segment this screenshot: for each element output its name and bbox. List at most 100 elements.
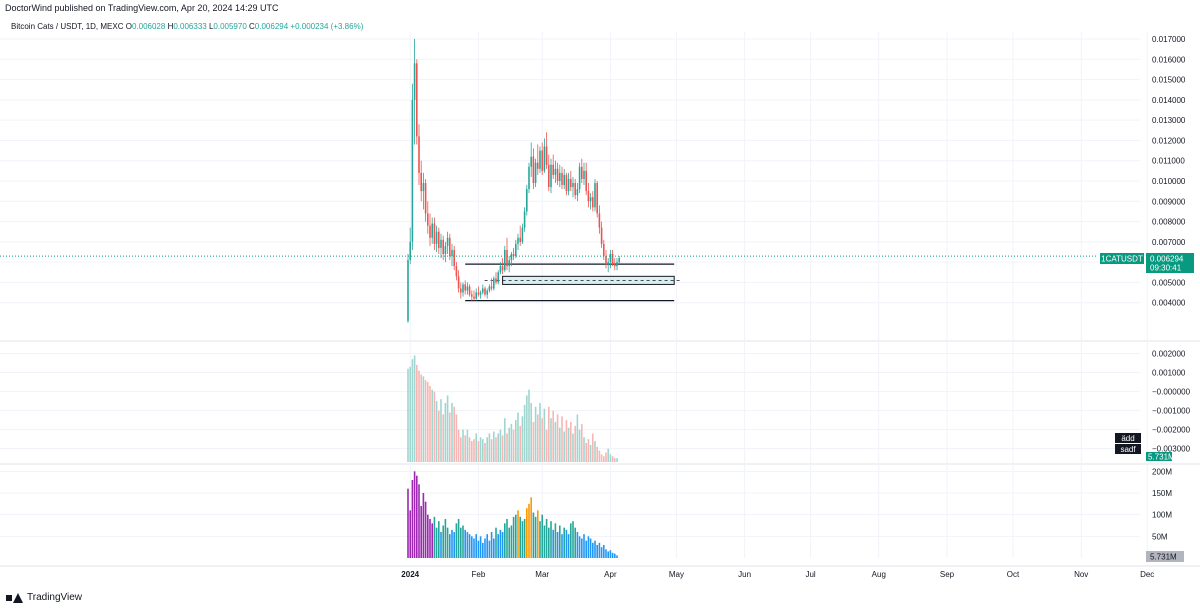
oscillator-bar: [583, 437, 585, 462]
date-tick-label: Mar: [535, 570, 549, 579]
footer-brand[interactable]: TradingView: [6, 592, 82, 603]
oscillator-bar: [490, 439, 493, 462]
volume-bar: [567, 534, 570, 558]
oscillator-bar: [596, 446, 598, 462]
date-tick-label: Oct: [1007, 570, 1020, 579]
candle-body: [589, 197, 592, 202]
volume-bar: [435, 527, 438, 558]
candle-body: [534, 162, 537, 184]
price-value-badge-text: 0.006294: [1150, 255, 1184, 264]
volume-bar: [512, 516, 515, 558]
volume-bar: [475, 534, 477, 558]
oscillator-bar: [576, 414, 579, 462]
symbol-badge-text: 1CATUSDT: [1101, 255, 1143, 264]
candle-body: [578, 166, 581, 190]
volume-bar: [594, 540, 596, 558]
oscillator-bar: [515, 420, 517, 462]
candle-body: [519, 237, 521, 242]
oscillator-bar: [484, 442, 486, 462]
candle-body: [460, 288, 462, 293]
candle-body: [567, 178, 570, 192]
oscillator-bar: [449, 412, 451, 462]
oscillator-bar: [416, 364, 418, 462]
publisher-text: DoctorWind published on TradingView.com,…: [5, 3, 279, 13]
candle-body: [600, 227, 603, 244]
candle-body: [523, 211, 526, 228]
oscillator-bar: [435, 401, 438, 462]
candle-body: [548, 164, 550, 188]
volume-bar: [545, 519, 548, 558]
oscillator-bar: [457, 429, 460, 462]
oscillator-bar: [528, 389, 530, 462]
publisher-line: DoctorWind published on TradingView.com,…: [5, 3, 279, 13]
volume-bar: [532, 512, 535, 558]
candle-body: [473, 296, 475, 299]
date-tick-label: 2024: [401, 570, 419, 579]
candle-body: [541, 150, 543, 171]
candle-body: [609, 254, 612, 263]
volume-bar: [552, 529, 554, 558]
price-tick-label: 0.005000: [1152, 278, 1186, 287]
oscillator-tick-label: 0.002000: [1152, 350, 1186, 359]
volume-bar: [583, 534, 585, 558]
volume-bar: [499, 529, 502, 558]
volume-bar: [574, 527, 576, 558]
date-tick-label: Apr: [604, 570, 617, 579]
volume-bar: [501, 532, 504, 558]
high-label: H: [167, 22, 174, 31]
candle-body: [466, 286, 469, 291]
candle-body: [411, 99, 414, 242]
price-badge: 1CATUSDT 0.006294 09:30:41: [1100, 253, 1194, 273]
date-tick-label: May: [669, 570, 684, 579]
oscillator-bar: [429, 385, 431, 462]
oscillator-bar: [548, 406, 550, 462]
candle-body: [526, 189, 528, 212]
volume-bar: [550, 521, 552, 558]
candle-body: [484, 288, 486, 295]
oscillator-bar: [587, 439, 590, 462]
volume-bar: [479, 536, 482, 558]
volume-bar: [411, 480, 414, 558]
close-value: 0.006294: [254, 22, 289, 31]
oscillator-bar: [411, 359, 414, 462]
volume-tick-label: 50M: [1152, 532, 1168, 541]
oscillator-bar: [539, 403, 541, 462]
price-tick-label: 0.012000: [1152, 136, 1186, 145]
oscillator-bar: [616, 458, 618, 462]
candle-body: [576, 189, 579, 196]
price-tick-label: 0.008000: [1152, 218, 1186, 227]
oscillator-bar: [519, 425, 521, 462]
oscillator-bar: [482, 439, 484, 462]
volume-bar: [473, 538, 475, 558]
volume-bar: [523, 519, 526, 558]
volume-bar: [424, 501, 427, 558]
candle-body: [499, 266, 502, 273]
tag-volume-bg: [1146, 452, 1172, 461]
oscillator-bar: [614, 458, 616, 462]
oscillator-bar: [440, 399, 442, 462]
candle-body: [583, 170, 585, 179]
volume-bar: [517, 510, 519, 558]
candle-body: [532, 156, 535, 184]
volume-bar: [460, 527, 462, 558]
oscillator-bar: [607, 448, 609, 462]
candle-body: [462, 284, 464, 293]
oscillator-bar: [581, 423, 583, 462]
price-tick-label: 0.007000: [1152, 238, 1186, 247]
volume-bar: [616, 555, 618, 558]
volume-bar: [433, 516, 436, 558]
candle-body: [475, 292, 477, 299]
candle-body: [554, 168, 557, 175]
candle-body: [515, 243, 517, 257]
oscillator-bar: [598, 450, 601, 462]
volume-bar: [537, 510, 539, 558]
volume-bar: [409, 510, 411, 558]
oscillator-bar: [594, 441, 596, 462]
oscillator-bar: [422, 376, 425, 462]
volume-badge: 5.731M: [1146, 551, 1184, 562]
high-value: 0.006333: [173, 22, 207, 31]
oscillator-bar: [438, 410, 440, 462]
oscillator-bar: [585, 442, 587, 462]
candle-body: [418, 136, 420, 173]
